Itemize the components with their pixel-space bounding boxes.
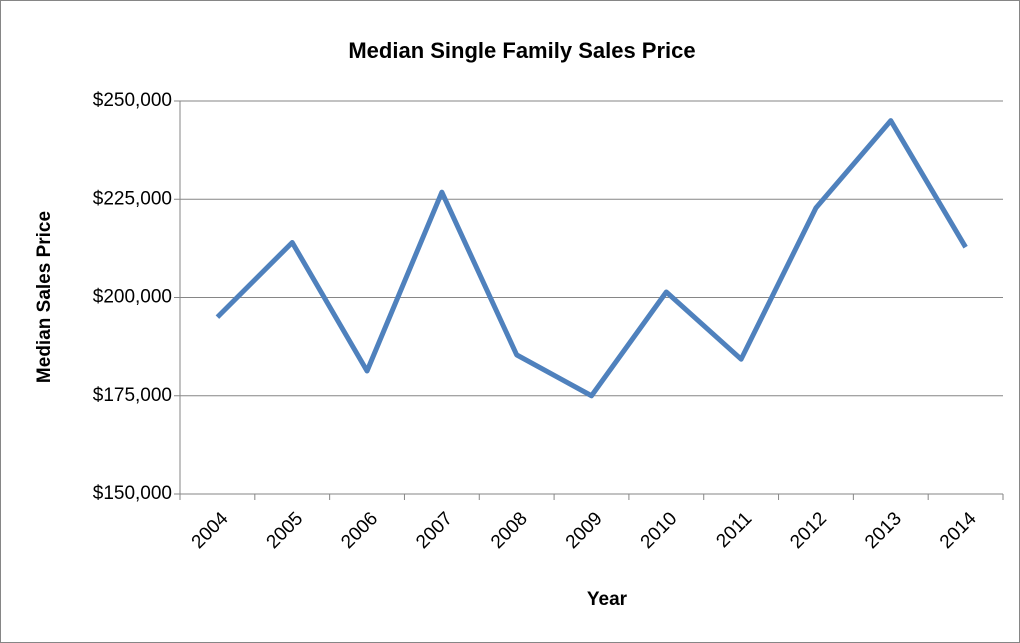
data-line [215, 118, 968, 399]
y-tick-label: $200,000 [93, 287, 172, 308]
y-axis-label: Median Sales Price [34, 211, 55, 383]
y-tick-label: $175,000 [93, 385, 172, 406]
y-tick-label: $225,000 [93, 188, 172, 209]
y-tick-label: $250,000 [93, 90, 172, 111]
x-axis-label: Year [587, 589, 628, 610]
chart-title: Median Single Family Sales Price [348, 38, 695, 63]
y-tick-label: $150,000 [93, 483, 172, 504]
